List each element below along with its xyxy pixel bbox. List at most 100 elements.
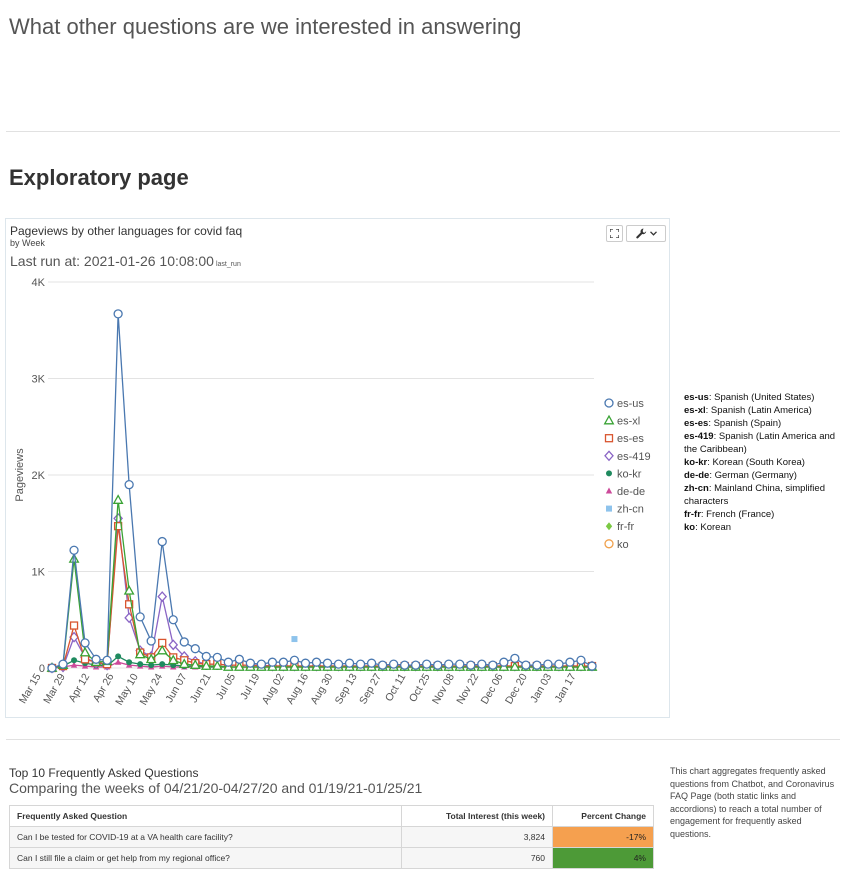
data-point-es-us <box>466 660 476 670</box>
data-point-es-us <box>499 657 509 667</box>
legend-label: fr-fr <box>617 521 634 533</box>
chevron-down-icon <box>649 231 657 236</box>
x-tick-label: Sep 27 <box>357 671 384 706</box>
language-code: ko-kr <box>684 457 708 468</box>
percent-change-cell: 4% <box>552 847 654 869</box>
chart-subtitle: by Week <box>10 238 45 248</box>
language-key-item: es-us: Spanish (United States) <box>684 391 840 404</box>
data-point-es-xl <box>233 661 245 671</box>
data-point-es-us <box>102 655 112 665</box>
data-point-es-us <box>355 659 366 669</box>
data-point-es-us <box>488 660 498 670</box>
language-code: de-de <box>684 470 710 481</box>
language-description: : Spanish (United States) <box>708 392 815 403</box>
data-point-es-us <box>124 479 134 490</box>
legend-label: es-419 <box>617 451 651 463</box>
language-code: es-us <box>684 392 709 403</box>
legend-marker-es-419 <box>604 450 614 462</box>
legend-label: es-xl <box>617 416 640 428</box>
y-axis-label: Pageviews <box>14 448 26 502</box>
y-tick-label: 3K <box>32 374 46 386</box>
data-point-es-us <box>256 659 267 669</box>
data-point-es-us <box>433 660 443 670</box>
tools-menu-button[interactable] <box>626 225 666 242</box>
data-point-es-us <box>190 644 200 654</box>
data-point-es-us <box>377 660 388 670</box>
data-point-es-us <box>587 661 597 671</box>
language-description: : Korean <box>695 522 732 533</box>
x-tick-label: Apr 26 <box>91 671 117 704</box>
x-tick-label: Aug 30 <box>308 671 335 706</box>
data-point-es-us <box>565 657 575 667</box>
data-point-es-xl <box>112 494 124 504</box>
legend-marker-ko-kr <box>606 470 612 477</box>
x-tick-label: Jan 03 <box>528 671 554 704</box>
data-point-ko-kr <box>159 661 166 668</box>
data-point-es-us <box>168 615 178 625</box>
data-point-es-us <box>411 660 421 670</box>
faq-table: Frequently Asked Question Total Interest… <box>9 805 654 869</box>
data-point-es-xl <box>167 654 179 665</box>
data-point-es-us <box>532 660 542 670</box>
column-header: Frequently Asked Question <box>9 805 402 827</box>
last-run-text: Last run at: 2021-01-26 10:08:00 <box>10 253 214 269</box>
data-point-es-us <box>333 659 344 669</box>
data-point-es-us <box>113 309 123 319</box>
data-point-es-us <box>135 612 145 622</box>
legend-marker-es-es <box>604 434 614 443</box>
data-point-es-xl <box>178 658 190 668</box>
language-key-item: fr-fr: French (France) <box>684 508 840 521</box>
x-tick-label: Dec 06 <box>479 671 506 706</box>
data-point-es-us <box>267 657 278 667</box>
column-header: Total Interest (this week) <box>401 805 553 827</box>
x-tick-label: Jul 19 <box>238 671 262 701</box>
language-key-item: ko: Korean <box>684 521 840 534</box>
data-point-es-us <box>510 653 520 664</box>
language-key-item: ko-kr: Korean (South Korea) <box>684 456 840 469</box>
x-tick-label: Aug 02 <box>260 671 287 706</box>
data-point-es-xl <box>200 660 212 670</box>
data-point-es-us <box>300 658 311 668</box>
wrench-icon <box>635 228 646 239</box>
data-point-es-us <box>366 658 377 668</box>
data-point-es-us <box>344 658 355 668</box>
data-point-de-de <box>70 661 78 668</box>
language-code: fr-fr <box>684 509 701 520</box>
language-code: es-xl <box>684 405 706 416</box>
data-point-es-us <box>455 659 465 669</box>
data-point-es-us <box>322 658 333 668</box>
y-tick-label: 0 <box>39 663 45 675</box>
interest-cell: 760 <box>401 847 553 869</box>
x-tick-label: Dec 20 <box>503 671 530 706</box>
x-tick-label: Sep 13 <box>333 671 360 706</box>
data-point-es-xl <box>68 553 80 563</box>
percent-change-cell: -17% <box>552 826 654 848</box>
questions-heading: What other questions are we interested i… <box>9 14 522 39</box>
language-description: : Mainland China, simplified characters <box>684 483 825 507</box>
language-key-item: es-419: Spanish (Latin America and the C… <box>684 430 840 456</box>
data-point-es-es <box>69 621 79 630</box>
data-point-es-us <box>444 659 454 669</box>
language-code: es-es <box>684 418 709 429</box>
language-description: : Spanish (Latin America and the Caribbe… <box>684 431 836 455</box>
legend-marker-es-xl <box>603 414 615 425</box>
data-point-es-es <box>80 655 90 664</box>
column-header: Percent Change <box>552 805 654 827</box>
language-code: ko <box>684 522 696 533</box>
data-point-es-419 <box>168 639 179 651</box>
x-tick-label: Jun 07 <box>163 671 189 704</box>
y-tick-label: 1K <box>32 567 46 579</box>
expand-button[interactable] <box>606 225 623 242</box>
x-tick-label: Apr 12 <box>66 671 92 704</box>
data-point-es-us <box>80 638 90 648</box>
data-point-es-us <box>543 659 553 669</box>
x-tick-label: Oct 25 <box>407 671 433 704</box>
x-tick-label: Mar 29 <box>41 671 68 705</box>
data-point-ko-kr <box>126 659 133 666</box>
language-code: es-419 <box>684 431 714 442</box>
faq-title: Top 10 Frequently Asked Questions <box>9 766 199 780</box>
legend-marker-zh-cn <box>606 505 612 512</box>
data-point-es-us <box>311 657 322 667</box>
x-tick-label: Jan 17 <box>552 671 578 704</box>
data-point-es-us <box>234 654 244 664</box>
